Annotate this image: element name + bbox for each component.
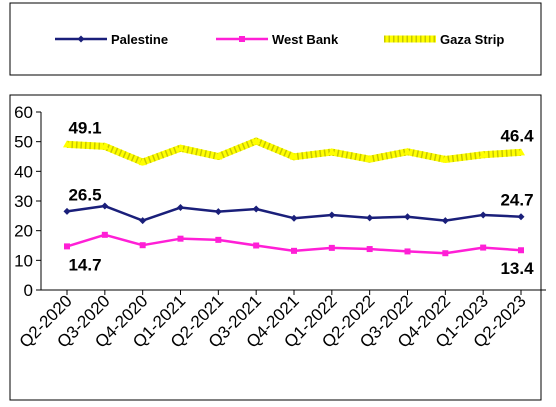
legend-label-west-bank: West Bank bbox=[272, 32, 339, 47]
legend-item-gaza-strip: Gaza Strip bbox=[384, 32, 504, 47]
data-point-palestine bbox=[177, 204, 184, 212]
data-point-gaza-strip bbox=[479, 150, 488, 158]
data-point-palestine bbox=[479, 211, 487, 219]
y-tick-label: 60 bbox=[14, 103, 33, 122]
data-labels: 49.1 46.4 26.5 24.7 14.7 13.4 bbox=[68, 118, 534, 278]
data-label: 46.4 bbox=[500, 126, 534, 145]
legend: Palestine West Bank Gaza Strip bbox=[55, 32, 504, 47]
data-point-west-bank bbox=[518, 247, 524, 254]
data-point-palestine bbox=[517, 213, 525, 221]
series-west-bank bbox=[64, 231, 524, 257]
data-point-palestine bbox=[214, 208, 222, 216]
data-point-palestine bbox=[366, 214, 374, 222]
data-point-west-bank bbox=[442, 250, 449, 257]
y-tick-label: 30 bbox=[14, 192, 33, 211]
data-label: 14.7 bbox=[68, 255, 101, 274]
data-point-gaza-strip bbox=[176, 144, 185, 152]
data-point-palestine bbox=[252, 205, 260, 213]
data-point-gaza-strip bbox=[365, 155, 374, 163]
legend-marker-palestine bbox=[77, 35, 85, 43]
data-label: 24.7 bbox=[500, 191, 533, 210]
legend-item-west-bank: West Bank bbox=[216, 32, 339, 47]
data-point-west-bank bbox=[101, 231, 108, 238]
data-point-palestine bbox=[101, 202, 109, 210]
legend-marker-west-bank bbox=[239, 36, 245, 42]
data-point-gaza-strip bbox=[441, 155, 450, 163]
data-point-gaza-strip bbox=[63, 140, 71, 148]
data-point-gaza-strip bbox=[100, 142, 109, 150]
series-layer bbox=[63, 137, 525, 257]
plot-area-border bbox=[9, 94, 542, 401]
y-tick-label: 40 bbox=[14, 162, 33, 181]
data-point-west-bank bbox=[291, 247, 297, 254]
legend-label-gaza-strip: Gaza Strip bbox=[440, 32, 504, 47]
data-point-gaza-strip bbox=[327, 148, 336, 156]
series-gaza-strip bbox=[63, 137, 525, 166]
data-point-gaza-strip bbox=[517, 148, 525, 156]
data-point-west-bank bbox=[253, 242, 260, 249]
data-label: 49.1 bbox=[68, 118, 101, 137]
data-point-palestine bbox=[290, 214, 298, 222]
data-point-palestine bbox=[441, 217, 449, 225]
data-point-west-bank bbox=[404, 248, 411, 255]
data-label: 26.5 bbox=[68, 185, 101, 204]
data-point-gaza-strip bbox=[403, 147, 412, 155]
data-point-west-bank bbox=[64, 243, 70, 250]
data-point-gaza-strip bbox=[214, 152, 223, 160]
y-tick-label: 0 bbox=[24, 281, 33, 300]
data-point-palestine bbox=[404, 213, 411, 221]
y-tick-label: 50 bbox=[14, 133, 33, 152]
data-point-palestine bbox=[328, 211, 336, 219]
y-tick-label: 20 bbox=[14, 222, 33, 241]
data-label: 13.4 bbox=[500, 259, 534, 278]
legend-item-palestine: Palestine bbox=[55, 32, 168, 47]
data-point-west-bank bbox=[480, 244, 487, 251]
data-point-palestine bbox=[63, 207, 71, 215]
data-point-west-bank bbox=[139, 242, 146, 249]
series-palestine bbox=[63, 202, 525, 225]
data-point-gaza-strip bbox=[252, 137, 261, 145]
data-point-west-bank bbox=[366, 246, 373, 253]
data-point-west-bank bbox=[177, 235, 184, 242]
legend-label-palestine: Palestine bbox=[111, 32, 168, 47]
data-point-west-bank bbox=[215, 236, 222, 243]
data-point-palestine bbox=[139, 217, 147, 225]
data-point-gaza-strip bbox=[138, 158, 147, 166]
y-tick-label: 10 bbox=[14, 251, 33, 270]
data-point-gaza-strip bbox=[290, 152, 298, 160]
y-axis: 0 10 20 30 40 50 60 bbox=[14, 103, 42, 300]
data-point-west-bank bbox=[328, 244, 335, 251]
